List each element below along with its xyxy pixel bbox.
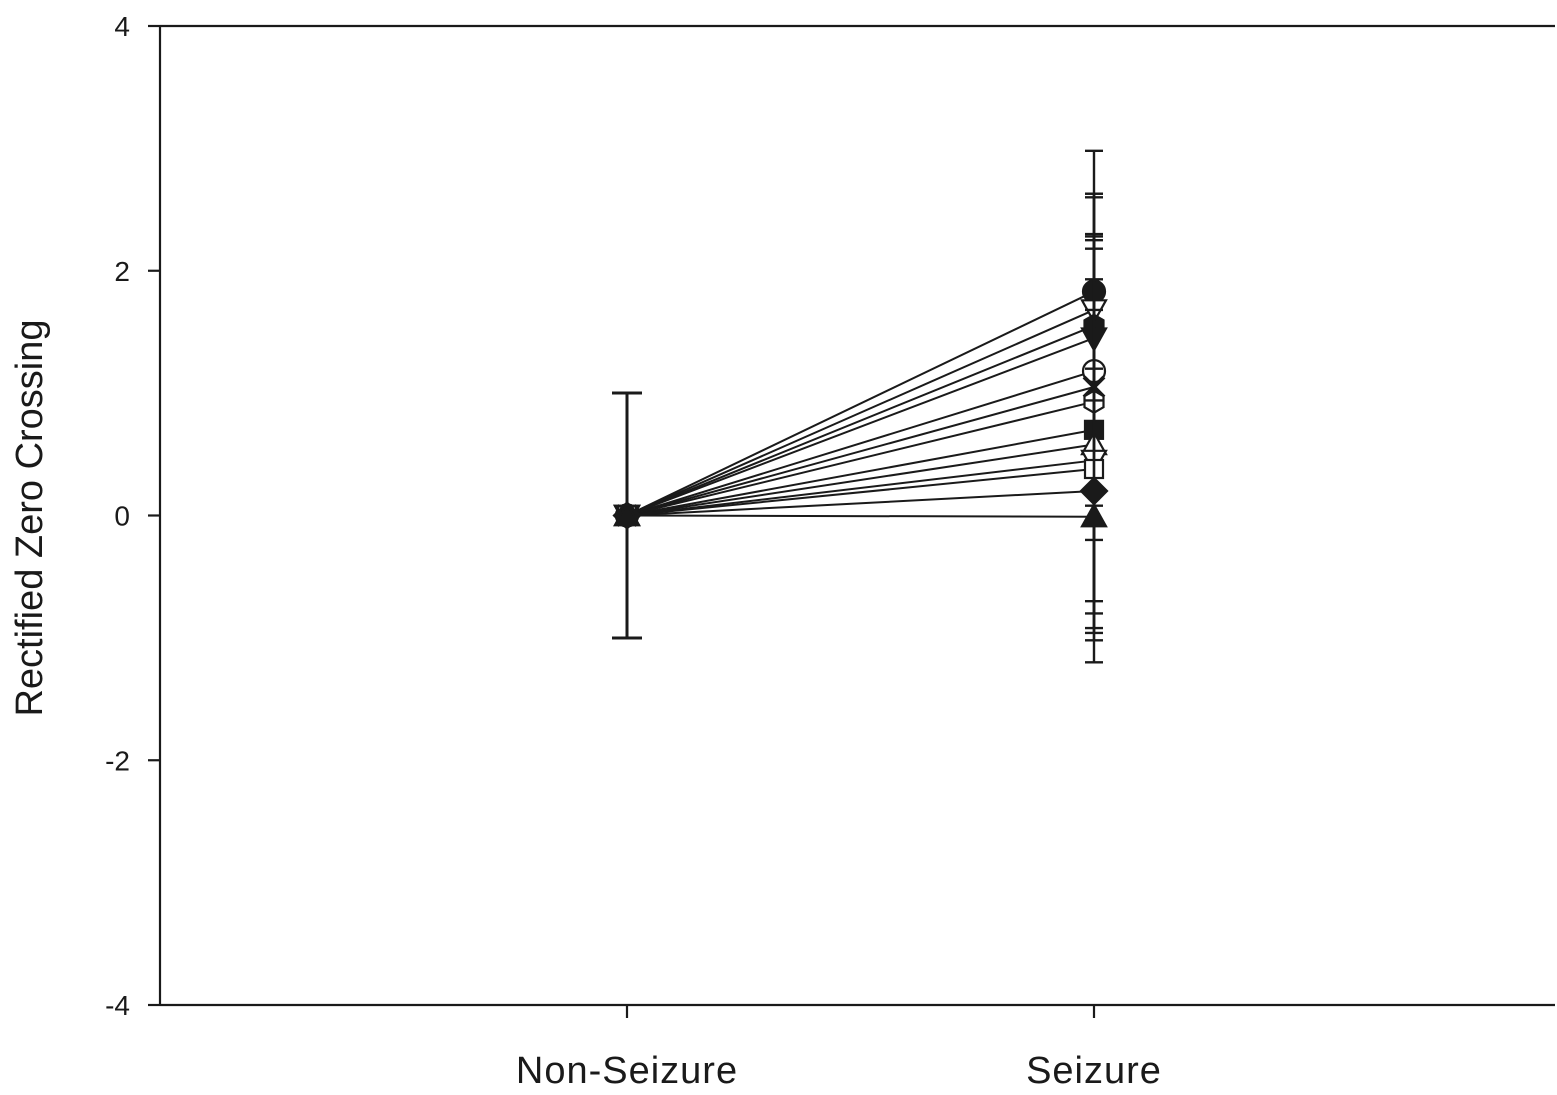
- data-series: [612, 278, 1105, 640]
- y-axis-title: Rectified Zero Crossing: [9, 319, 51, 716]
- data-series: [612, 232, 1106, 640]
- series-line: [626, 290, 1095, 517]
- data-series: [612, 192, 1105, 640]
- series-line: [626, 324, 1095, 517]
- series-line: [626, 459, 1095, 517]
- y-tick-label: 2: [114, 256, 130, 287]
- data-series: [612, 149, 1107, 640]
- series-line: [626, 400, 1095, 517]
- series-line: [626, 490, 1095, 517]
- data-series: [612, 238, 1108, 640]
- series-line: [626, 308, 1095, 517]
- x-category-label: Non-Seizure: [516, 1050, 738, 1092]
- data-series: [612, 391, 1108, 640]
- data-series: [612, 196, 1105, 664]
- series-line: [626, 443, 1095, 517]
- series-group: [612, 149, 1109, 664]
- data-series: [612, 367, 1109, 640]
- series-line: [626, 370, 1095, 517]
- series-line: [626, 514, 1095, 518]
- data-series: [612, 235, 1107, 640]
- data-marker: [1080, 502, 1108, 528]
- data-marker: [613, 501, 641, 527]
- y-tick-label: -4: [105, 990, 130, 1021]
- data-series: [612, 192, 1108, 640]
- y-tick-label: -2: [105, 745, 130, 776]
- y-tick-label: 0: [114, 501, 130, 532]
- series-line: [626, 337, 1095, 517]
- series-line: [626, 386, 1095, 517]
- axes: -4 -2 0 2 4 Non-Seizure Seizure: [105, 11, 1555, 1092]
- series-line: [626, 468, 1095, 517]
- data-series: [612, 318, 1108, 640]
- y-tick-label: 4: [114, 11, 130, 42]
- series-line: [626, 428, 1095, 517]
- x-category-label: Seizure: [1026, 1050, 1162, 1092]
